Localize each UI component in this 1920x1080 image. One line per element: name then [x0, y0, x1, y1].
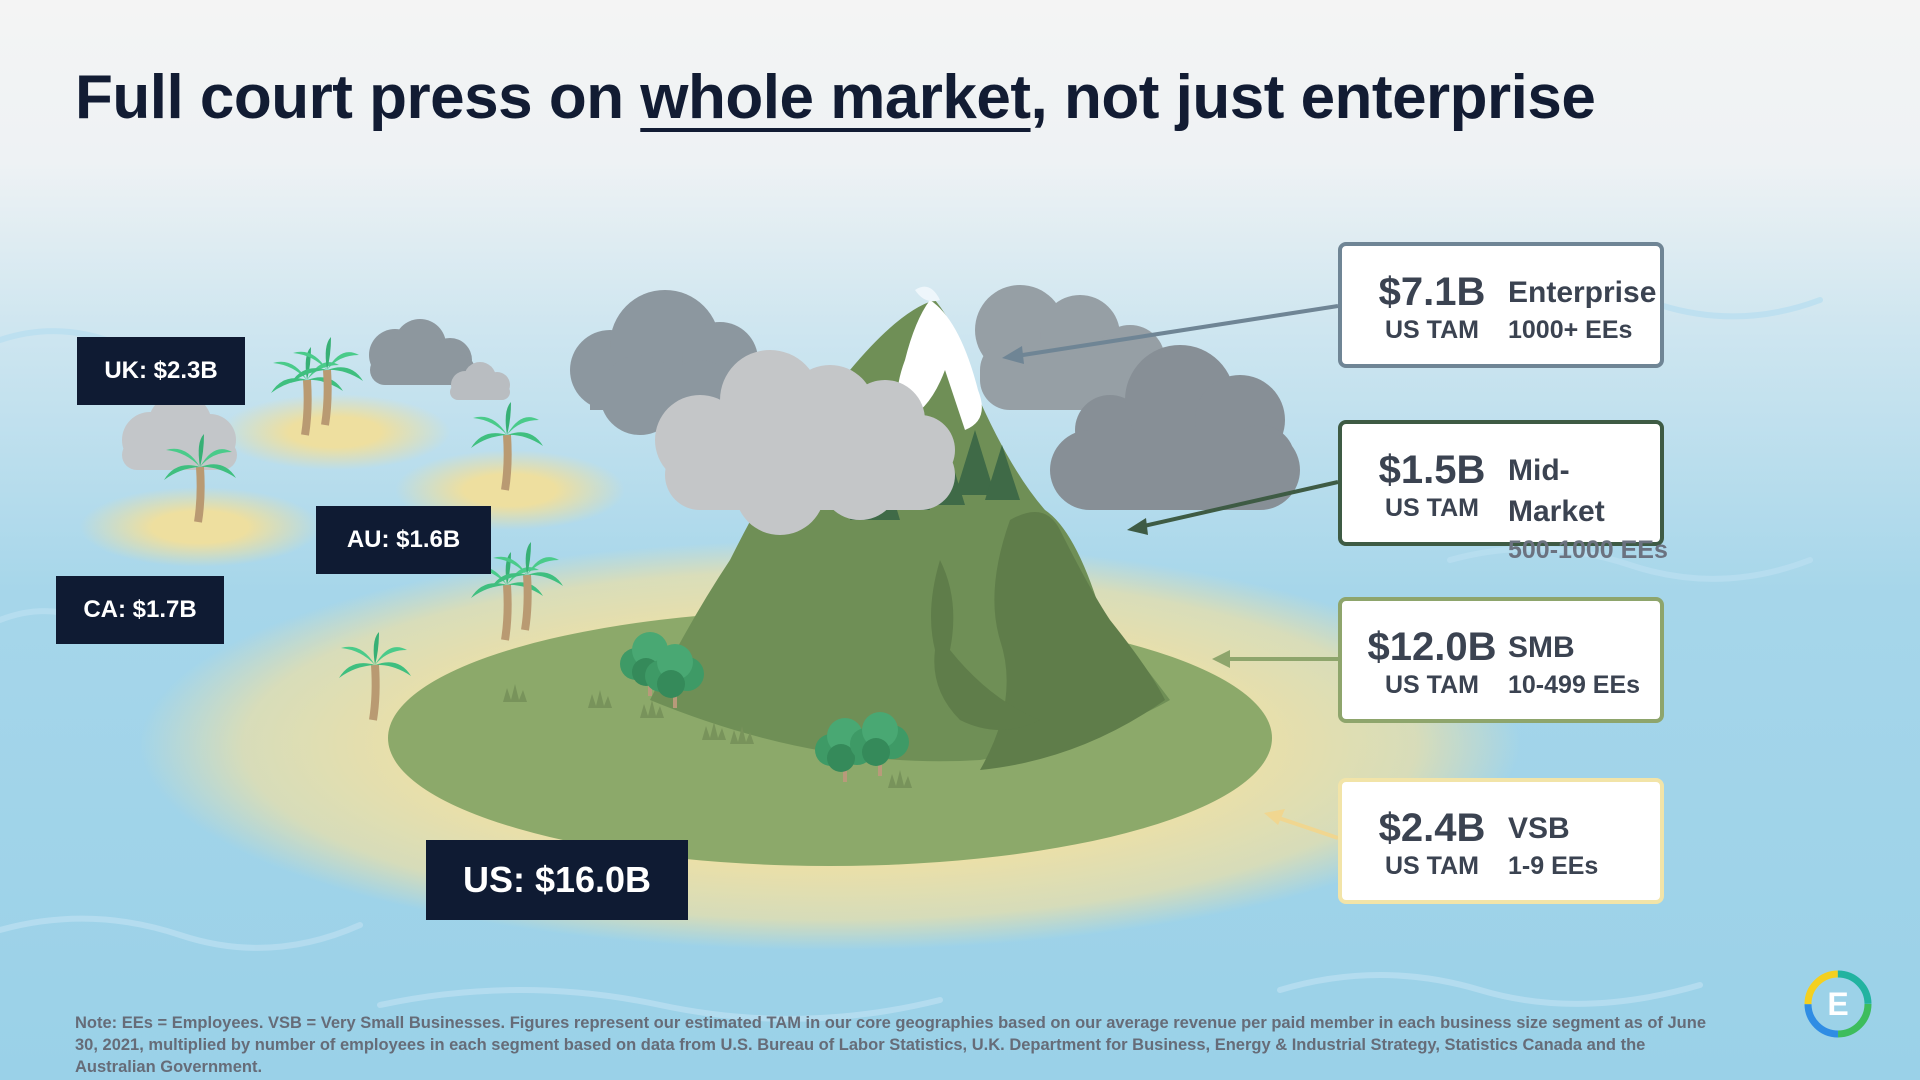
- segment-tam-label: US TAM: [1385, 852, 1479, 880]
- segment-vsb: $2.4B US TAM VSB 1-9 EEs: [1338, 778, 1664, 904]
- title-text-before: Full court press on: [75, 63, 641, 132]
- geo-label-us: US: $16.0B: [426, 840, 688, 920]
- logo-icon: E: [1804, 970, 1872, 1038]
- segment-size: 500-1000 EEs: [1508, 536, 1668, 564]
- segment-size: 1000+ EEs: [1508, 316, 1633, 344]
- segment-name: SMB: [1508, 631, 1575, 664]
- segment-amount: $1.5B: [1378, 448, 1486, 492]
- geo-label-uk: UK: $2.3B: [77, 337, 245, 405]
- cloud-icon: [570, 290, 758, 435]
- segment-size: 1-9 EEs: [1508, 852, 1599, 880]
- segment-tam-label: US TAM: [1385, 494, 1479, 522]
- segment-name: Enterprise: [1508, 276, 1657, 309]
- segment-name-line2: Market: [1508, 495, 1605, 528]
- segment-smb: $12.0B US TAM SMB 10-499 EEs: [1338, 597, 1664, 723]
- geo-label-au: AU: $1.6B: [316, 506, 491, 574]
- segment-name-line1: Mid-: [1508, 454, 1570, 487]
- logo-letter: E: [1827, 986, 1848, 1022]
- segment-name: Mid- Market: [1508, 450, 1605, 532]
- segment-tam-label: US TAM: [1385, 316, 1479, 344]
- page-title: Full court press on whole market, not ju…: [75, 62, 1596, 133]
- footnote: Note: EEs = Employees. VSB = Very Small …: [75, 1014, 1707, 1076]
- geo-label-ca: CA: $1.7B: [56, 576, 224, 644]
- segment-size: 10-499 EEs: [1508, 671, 1641, 699]
- segment-enterprise: $7.1B US TAM Enterprise 1000+ EEs: [1338, 242, 1664, 368]
- segment-mid-market: $1.5B US TAM Mid- Market 500-1000 EEs: [1338, 420, 1668, 564]
- segment-amount: $7.1B: [1378, 270, 1486, 314]
- segment-name: VSB: [1508, 812, 1570, 845]
- segment-amount: $12.0B: [1367, 625, 1497, 669]
- title-text-after: , not just enterprise: [1030, 63, 1596, 132]
- segment-tam-label: US TAM: [1385, 671, 1479, 699]
- segment-amount: $2.4B: [1378, 806, 1486, 850]
- title-highlight: whole market: [640, 63, 1031, 132]
